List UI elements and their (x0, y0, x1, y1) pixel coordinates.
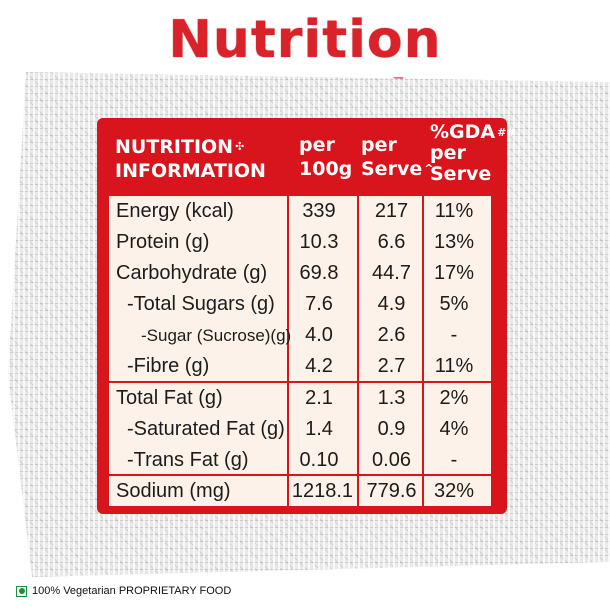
header-col3-line2: Serve (361, 158, 423, 180)
row-gda: 32% (433, 480, 475, 502)
row-per-100g: 69.8 (299, 262, 339, 284)
header-col1-line2: INFORMATION (115, 160, 266, 182)
row-gda: 4% (439, 418, 469, 440)
row-label: Protein (g) (116, 231, 210, 253)
header-col1-symbol: ✣ (235, 140, 245, 153)
row-per-100g: 1.4 (305, 418, 333, 440)
row-label: Carbohydrate (g) (116, 262, 268, 284)
row-per-serve: 0.06 (372, 449, 411, 471)
header-nutrition-information: NUTRITION ✣ INFORMATION (115, 135, 305, 183)
header-col4-line2: per (430, 142, 466, 164)
header-col3-symbol: ^ (424, 162, 434, 175)
table-row: -Trans Fat (g) 0.10 0.06 - (109, 445, 491, 476)
row-per-serve: 2.7 (377, 355, 406, 377)
row-gda: 2% (439, 387, 469, 409)
row-gda: - (450, 324, 458, 346)
row-per-serve: 1.3 (377, 387, 406, 409)
table-row: -Fibre (g) 4.2 2.7 11% (109, 351, 491, 382)
header-per-100g: per 100g (299, 133, 359, 181)
row-label: -Saturated Fat (g) (127, 418, 285, 440)
table-row: Protein (g) 10.3 6.6 13% (109, 227, 491, 258)
header-gda-per-serve: %GDA ## per Serve (430, 121, 516, 185)
nutrition-table: Energy (kcal) 339 217 11% Protein (g) 10… (109, 196, 491, 506)
table-row: Carbohydrate (g) 69.8 44.7 17% (109, 258, 491, 289)
row-per-serve: 4.9 (377, 293, 406, 315)
row-per-serve: 0.9 (377, 418, 406, 440)
row-per-100g: 1218.1 (291, 480, 353, 502)
column-divider (422, 196, 424, 506)
row-per-serve: 779.6 (366, 480, 417, 502)
veg-mark-icon (16, 585, 27, 597)
section-divider (109, 381, 491, 383)
row-label: -Trans Fat (g) (127, 449, 249, 471)
section-divider (109, 474, 491, 476)
row-label: -Fibre (g) (127, 355, 210, 377)
header-per-serve: per Serve ^ (361, 133, 434, 181)
row-gda: 5% (439, 293, 469, 315)
veg-dot (18, 588, 25, 594)
row-label: Sodium (mg) (116, 480, 231, 502)
table-header: NUTRITION ✣ INFORMATION per 100g per Serv… (97, 118, 516, 196)
nutrition-panel: NUTRITION ✣ INFORMATION per 100g per Serv… (97, 118, 516, 514)
row-per-100g: 339 (302, 200, 336, 222)
row-per-serve: 217 (374, 200, 409, 222)
row-per-100g: 4.0 (305, 324, 333, 346)
table-row: Total Fat (g) 2.1 1.3 2% (109, 383, 491, 414)
header-col2-line1: per (299, 134, 335, 156)
footer-text: 100% Vegetarian PROPRIETARY FOOD (32, 585, 232, 597)
row-per-100g: 4.2 (305, 355, 333, 377)
header-col1-line1: NUTRITION (115, 136, 234, 158)
row-per-100g: 10.3 (299, 231, 339, 253)
row-per-100g: 2.1 (305, 387, 333, 409)
row-gda: 11% (434, 355, 474, 377)
table-row: -Sugar (Sucrose)(g) 4.0 2.6 - (109, 320, 491, 351)
header-col4-line3: Serve (430, 163, 492, 185)
row-gda: 11% (434, 200, 474, 222)
column-divider (287, 196, 289, 506)
table-row: -Total Sugars (g) 7.6 4.9 5% (109, 289, 491, 320)
row-label: -Total Sugars (g) (127, 293, 275, 315)
row-label: Energy (kcal) (116, 200, 234, 222)
row-per-100g: 0.10 (299, 449, 339, 471)
column-divider (357, 196, 359, 506)
row-per-serve: 2.6 (377, 324, 406, 346)
row-gda: 17% (433, 262, 475, 284)
table-row: Sodium (mg) 1218.1 779.6 32% (109, 476, 491, 507)
row-label: -Sugar (Sucrose)(g) (141, 326, 292, 345)
row-gda: 13% (433, 231, 475, 253)
table-row: -Saturated Fat (g) 1.4 0.9 4% (109, 414, 491, 445)
row-label: Total Fat (g) (116, 387, 223, 409)
header-col4-symbol: ## (497, 126, 516, 139)
row-per-serve: 44.7 (372, 262, 411, 284)
header-col4-line1: %GDA (430, 121, 496, 143)
table-row: Energy (kcal) 339 217 11% (109, 196, 491, 227)
row-gda: - (450, 449, 458, 471)
row-per-serve: 6.6 (377, 231, 406, 253)
header-col2-line2: 100g (299, 158, 353, 180)
header-col3-line1: per (361, 134, 397, 156)
footer: 100% Vegetarian PROPRIETARY FOOD (16, 583, 231, 599)
row-per-100g: 7.6 (305, 293, 333, 315)
